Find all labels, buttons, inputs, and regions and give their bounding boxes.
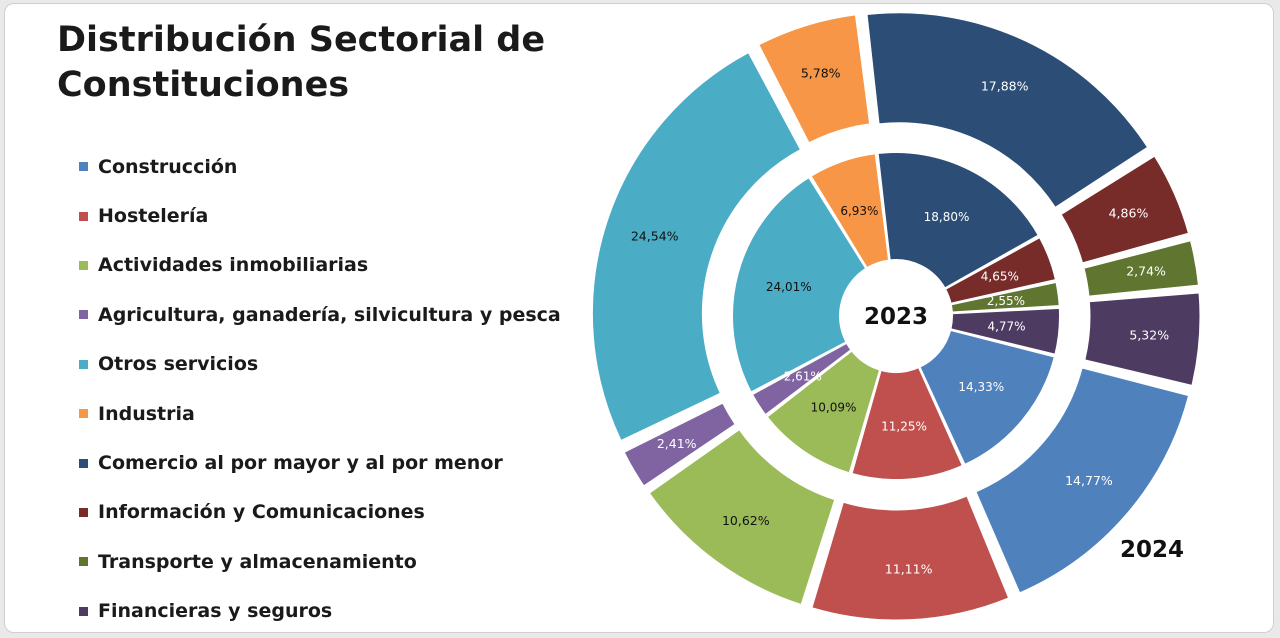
legend-item: Información y Comunicaciones	[79, 488, 561, 537]
data-label: 11,11%	[885, 562, 933, 577]
data-label: 4,86%	[1109, 206, 1149, 221]
inner-ring-2023	[731, 151, 1061, 481]
slice-2023-5	[731, 175, 868, 394]
slice-2023-6	[809, 152, 891, 270]
legend-item: Hostelería	[79, 191, 561, 240]
slice-2024-10	[1084, 292, 1201, 386]
legend-swatch	[79, 359, 88, 369]
data-label: 2,61%	[784, 369, 822, 383]
slice-2024-2	[811, 495, 1010, 621]
slice-2023-3	[765, 349, 882, 475]
legend-label: Agricultura, ganadería, silvicultura y p…	[98, 303, 561, 326]
legend-swatch	[79, 458, 88, 468]
legend-label: Hostelería	[98, 205, 209, 228]
data-label: 10,09%	[811, 401, 857, 415]
data-label: 5,32%	[1129, 328, 1169, 343]
legend-item: Transporte y almacenamiento	[79, 537, 561, 586]
slice-2023-8	[943, 235, 1058, 305]
slice-2024-4	[623, 402, 736, 487]
legend-label: Industria	[98, 402, 195, 425]
legend-swatch	[79, 606, 88, 616]
legend-item: Agricultura, ganadería, silvicultura y p…	[79, 290, 561, 339]
legend-item: Construcción	[79, 142, 561, 191]
legend-item: Comercio al por mayor y al por menor	[79, 438, 561, 487]
data-label: 10,62%	[722, 513, 770, 528]
data-label: 6,93%	[840, 204, 878, 218]
inner-ring-year-label: 2023	[864, 304, 928, 330]
chart-title: Distribución Sectorial de Constituciones	[57, 20, 546, 105]
data-label: 24,54%	[631, 229, 679, 244]
slice-2023-2	[850, 365, 965, 481]
data-label: 11,25%	[881, 420, 927, 434]
slice-2024-5	[591, 52, 802, 442]
slice-2024-7	[866, 12, 1149, 208]
data-label: 2,55%	[987, 294, 1025, 308]
legend-item: Actividades inmobiliarias	[79, 241, 561, 290]
legend-label: Otros servicios	[98, 353, 259, 376]
slice-2023-7	[876, 151, 1041, 290]
legend-label: Transporte y almacenamiento	[98, 550, 417, 573]
legend-label: Información y Comunicaciones	[98, 501, 425, 524]
data-label: 5,78%	[801, 65, 841, 80]
legend-swatch	[79, 557, 88, 567]
outer-ring-year-label: 2024	[1120, 537, 1184, 563]
legend: Construcción Hostelería Actividades inmobi…	[79, 142, 561, 636]
slice-2023-10	[949, 306, 1061, 356]
legend-swatch	[79, 260, 88, 270]
data-label: 2,41%	[657, 436, 697, 451]
data-label: 24,01%	[766, 280, 812, 294]
value-labels: 14,33% 11,25% 10,09% 2,61% 24,01% 6,93% 18,80%…	[631, 65, 1169, 576]
legend-item: Otros servicios	[79, 340, 561, 389]
legend-label: Comercio al por mayor y al por menor	[98, 452, 503, 475]
outer-ring-2024	[591, 12, 1201, 621]
legend-swatch	[79, 409, 88, 419]
legend-swatch	[79, 310, 88, 320]
slice-2023-1	[918, 328, 1057, 467]
slice-2024-8	[1060, 155, 1190, 264]
data-label: 2,74%	[1126, 264, 1166, 279]
legend-label: Actividades inmobiliarias	[98, 254, 369, 277]
legend-swatch	[79, 211, 88, 221]
slice-2024-9	[1083, 240, 1199, 297]
legend-label: Financieras y seguros	[98, 600, 333, 623]
legend-swatch	[79, 162, 88, 172]
data-label: 14,77%	[1065, 473, 1113, 488]
legend-swatch	[79, 507, 88, 517]
legend-item: Industria	[79, 389, 561, 438]
legend-item: Financieras y seguros	[79, 587, 561, 636]
data-label: 18,80%	[924, 210, 970, 224]
slice-2024-6	[758, 14, 871, 144]
slice-2024-3	[648, 429, 836, 606]
slice-2024-1	[975, 367, 1190, 594]
data-label: 17,88%	[981, 78, 1029, 93]
data-label: 4,65%	[981, 270, 1019, 284]
data-label: 4,77%	[987, 319, 1025, 333]
legend-label: Construcción	[98, 155, 238, 178]
data-label: 14,33%	[958, 380, 1004, 394]
